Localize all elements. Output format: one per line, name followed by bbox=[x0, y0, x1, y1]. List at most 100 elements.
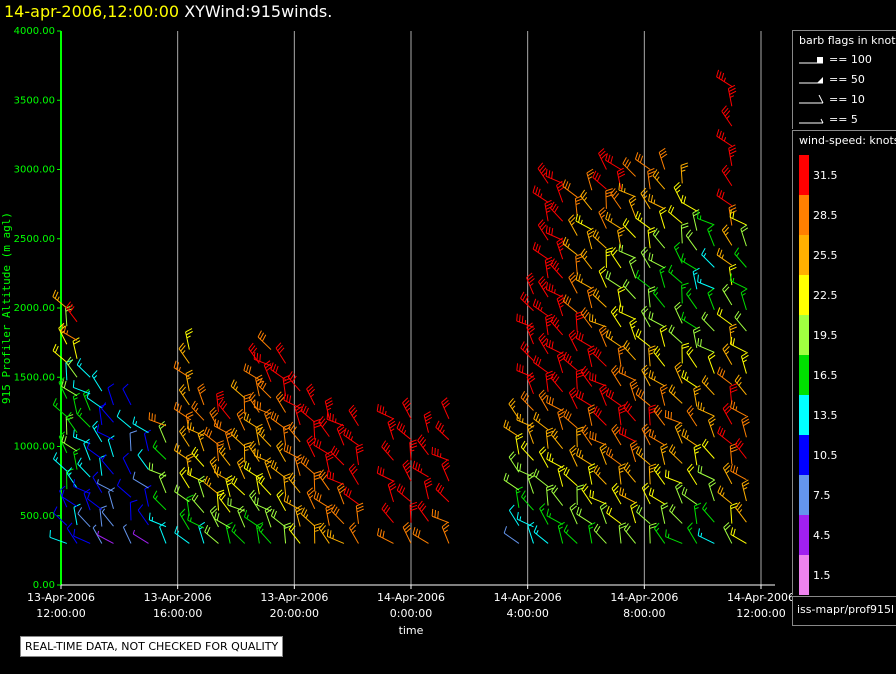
wind-barb-feather bbox=[250, 345, 256, 352]
wind-barb-feather bbox=[681, 282, 689, 286]
wind-barb-feather bbox=[605, 211, 609, 220]
wind-barb-feather bbox=[556, 180, 563, 186]
wind-barb-half-feather bbox=[648, 352, 654, 355]
wind-barb-staff bbox=[611, 370, 622, 387]
wind-barb-feather bbox=[569, 445, 576, 451]
wind-barb-feather bbox=[300, 455, 305, 463]
wind-barb-staff bbox=[59, 490, 68, 508]
wind-barb-feather bbox=[732, 211, 735, 219]
wind-barb-feather bbox=[592, 288, 598, 296]
wind-barb-feather bbox=[503, 526, 508, 534]
wind-barb-feather bbox=[648, 487, 652, 495]
wind-barb-feather bbox=[259, 354, 261, 362]
wind-barb-staff bbox=[606, 453, 622, 466]
wind-barb-half-feather bbox=[575, 202, 581, 205]
wind-barb-half-feather bbox=[420, 468, 423, 473]
wind-barb-feather bbox=[729, 323, 737, 328]
wind-barb-feather bbox=[553, 487, 559, 495]
wind-barb-half-feather bbox=[284, 480, 289, 483]
wind-barb-feather bbox=[545, 202, 553, 207]
wind-barb-feather bbox=[730, 502, 738, 507]
wind-barb-feather bbox=[551, 171, 554, 179]
wind-barb-staff bbox=[86, 397, 103, 409]
wind-barb-half-feather bbox=[154, 445, 158, 450]
wind-barb-feather bbox=[562, 294, 567, 302]
wind-barb-feather bbox=[613, 485, 619, 492]
wind-barb-feather bbox=[569, 217, 576, 223]
wind-barb-feather bbox=[318, 441, 322, 449]
wind-barb-feather bbox=[410, 504, 418, 509]
wind-barb-feather bbox=[379, 405, 382, 413]
wind-barb-feather bbox=[130, 499, 138, 503]
wind-barb-feather bbox=[721, 164, 728, 171]
wind-barb-feather bbox=[189, 422, 192, 430]
wind-barb-feather bbox=[578, 508, 582, 516]
wind-barb-feather bbox=[576, 448, 580, 456]
wind-barb-feather bbox=[621, 427, 624, 436]
wind-barb-feather bbox=[291, 375, 297, 383]
wind-barb-staff bbox=[255, 476, 260, 495]
wind-barb-feather bbox=[233, 478, 238, 485]
wind-barb-half-feather bbox=[132, 529, 135, 535]
flag-legend-title: barb flags in knots bbox=[799, 34, 896, 47]
wind-barb-feather bbox=[576, 506, 580, 515]
wind-barb-feather bbox=[186, 455, 194, 460]
wind-barb-feather bbox=[595, 290, 600, 298]
wind-barb-feather bbox=[220, 400, 226, 408]
wind-barb-half-feather bbox=[227, 482, 232, 486]
wind-barb-feather bbox=[640, 246, 647, 253]
wind-barb-feather bbox=[598, 207, 605, 213]
wind-barb-feather bbox=[741, 415, 749, 421]
wind-barb-feather bbox=[404, 524, 411, 531]
wind-barb-feather bbox=[535, 413, 540, 421]
wind-barb-feather bbox=[730, 389, 738, 393]
wind-barb-feather bbox=[424, 477, 432, 483]
wind-barb-half-feather bbox=[584, 432, 589, 436]
wind-barb-feather bbox=[564, 238, 569, 246]
wind-barb-feather bbox=[329, 471, 332, 480]
wind-barb-half-feather bbox=[569, 360, 573, 365]
wind-barb-half-feather bbox=[694, 507, 699, 510]
wind-barb-staff bbox=[336, 487, 345, 505]
wind-barb-staff bbox=[527, 526, 534, 544]
wind-barb-feather bbox=[619, 525, 627, 529]
wind-barb-feather bbox=[688, 466, 695, 473]
wind-barb-staff bbox=[605, 159, 622, 170]
wind-barb-feather bbox=[668, 324, 673, 332]
wind-barb-feather bbox=[563, 466, 568, 474]
wind-barb-feather bbox=[724, 169, 731, 177]
wind-barb-feather bbox=[687, 231, 693, 239]
wind-barb-feather bbox=[284, 525, 292, 529]
wind-barb-feather bbox=[734, 438, 741, 445]
wind-barb-feather bbox=[52, 343, 57, 351]
wind-barb-feather bbox=[73, 503, 81, 508]
wind-barb-feather bbox=[250, 394, 256, 401]
wind-barb-feather bbox=[618, 463, 626, 467]
wind-barb-feather bbox=[256, 353, 259, 361]
wind-barb-staff bbox=[687, 527, 698, 544]
wind-barb-feather bbox=[270, 509, 275, 517]
wind-barb-half-feather bbox=[554, 289, 556, 294]
wind-barb-staff bbox=[83, 493, 91, 511]
wind-barb-feather bbox=[260, 429, 265, 436]
wind-barb-staff bbox=[53, 512, 68, 526]
wind-barb-feather bbox=[213, 465, 217, 473]
wind-barb-feather bbox=[565, 296, 569, 304]
speed-class-swatch bbox=[799, 355, 809, 395]
wind-barb-staff bbox=[635, 158, 651, 170]
wind-barb-feather bbox=[435, 420, 440, 428]
wind-barb-feather bbox=[539, 165, 545, 172]
wind-barb-staff bbox=[708, 420, 715, 438]
wind-barb-feather bbox=[619, 410, 627, 414]
wind-barb-feather bbox=[520, 341, 525, 349]
wind-barb-staff bbox=[647, 230, 651, 249]
wind-barb-feather bbox=[409, 501, 418, 506]
wind-barb-feather bbox=[648, 230, 656, 234]
wind-barb-feather bbox=[728, 87, 736, 92]
wind-barb-feather bbox=[116, 409, 121, 417]
wind-barb-feather bbox=[216, 466, 220, 474]
wind-barb-feather bbox=[554, 376, 560, 383]
wind-barb-feather bbox=[159, 521, 166, 528]
wind-barb-staff bbox=[116, 416, 132, 429]
wind-barb-feather bbox=[665, 529, 667, 537]
